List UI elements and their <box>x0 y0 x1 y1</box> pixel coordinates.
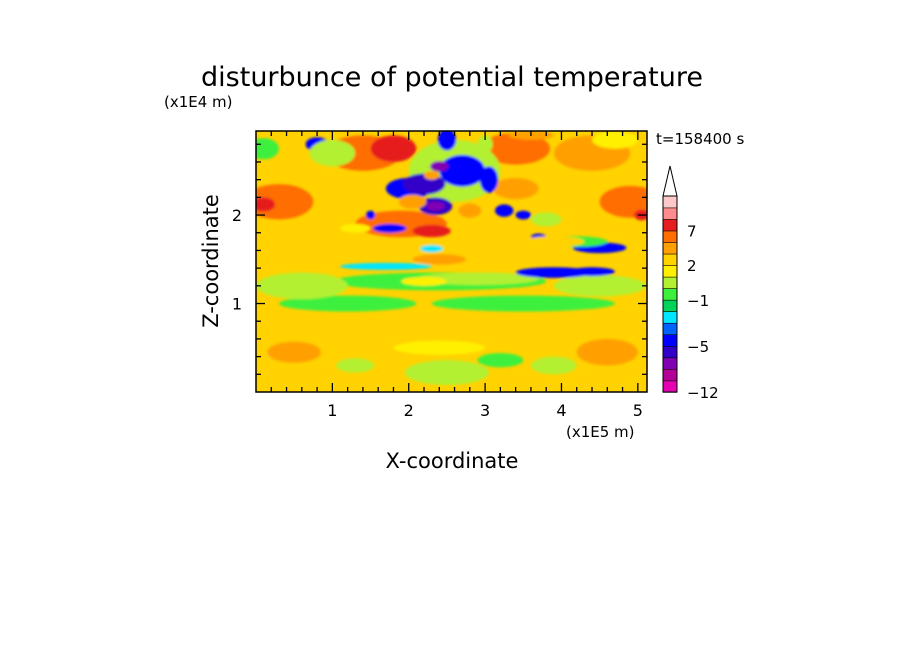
field-blob <box>370 135 417 162</box>
colorbar-segment <box>662 218 678 232</box>
x-axis-ticks: 1 2 3 4 5 <box>270 131 643 420</box>
field-blob <box>439 154 486 187</box>
time-label: t=158400 s <box>656 130 744 148</box>
y-axis-label: Z-coordinate <box>199 194 223 328</box>
x-unit-label: (x1E5 m) <box>566 423 635 441</box>
field-blob <box>256 272 348 300</box>
field-blob <box>365 210 376 220</box>
field-blob <box>340 223 371 233</box>
field-blob <box>530 356 577 375</box>
x-tick-label: 4 <box>556 401 566 420</box>
field-blob <box>479 166 499 193</box>
colorbar-segment <box>662 299 678 312</box>
field-blob <box>412 224 451 238</box>
colorbar-segment <box>662 357 678 370</box>
field-blob <box>393 340 486 355</box>
colorbar-segment <box>662 207 678 220</box>
x-tick-label: 2 <box>404 401 414 420</box>
field-blob <box>477 135 493 154</box>
y-tick-label: 2 <box>232 206 242 225</box>
field-blob <box>416 272 539 285</box>
field-blob <box>332 317 577 329</box>
colorbar: 7 2 −1 −5 −12 <box>662 165 719 402</box>
colorbar-segment <box>662 368 678 382</box>
field-blob <box>553 275 646 297</box>
colorbar-frame <box>662 195 678 393</box>
field-blob <box>431 295 615 312</box>
field-blob <box>576 338 638 366</box>
colorbar-label: 2 <box>687 257 697 275</box>
y-unit-label: (x1E4 m) <box>164 93 233 111</box>
colorbar-label: −5 <box>687 338 709 356</box>
colorbar-segment <box>662 276 678 289</box>
field-blob <box>398 194 427 209</box>
y-tick-label: 1 <box>232 295 242 314</box>
heatmap-field <box>256 131 647 392</box>
field-blob <box>523 236 585 247</box>
colorbar-segment <box>662 230 678 243</box>
colorbar-segment <box>662 253 678 266</box>
plot-frame <box>255 130 648 393</box>
field-blob <box>404 360 489 385</box>
colorbar-segment <box>662 380 678 393</box>
field-blob <box>437 131 457 151</box>
colorbar-label: 7 <box>687 223 697 241</box>
colorbar-label: −12 <box>687 384 719 402</box>
field-blob <box>256 197 276 212</box>
colorbar-segment <box>662 264 678 278</box>
x-axis-label: X-coordinate <box>386 449 519 473</box>
field-blob <box>402 173 446 195</box>
colorbar-segment <box>662 287 678 301</box>
colorbar-segment <box>662 322 678 336</box>
field-blob <box>424 170 440 180</box>
field-blob <box>372 223 407 233</box>
colorbar-segment <box>662 195 678 209</box>
field-blob <box>278 295 417 312</box>
field-blob <box>515 210 531 220</box>
colorbar-extend-arrow <box>662 165 678 197</box>
field-blob <box>340 262 432 270</box>
colorbar-label: −1 <box>687 292 709 310</box>
colorbar-segment <box>662 241 678 255</box>
field-blob <box>336 358 375 373</box>
field-blob <box>492 177 539 200</box>
field-blob <box>256 184 314 220</box>
field-blob <box>256 138 279 160</box>
x-tick-label: 1 <box>327 401 337 420</box>
field-blob <box>420 245 444 253</box>
field-blob <box>267 341 321 363</box>
field-blob <box>426 201 445 211</box>
field-blob <box>430 161 449 172</box>
chart-title: disturbunce of potential temperature <box>201 62 703 93</box>
field-blob <box>569 267 615 277</box>
field-blob <box>412 253 467 265</box>
field-blob <box>592 131 638 149</box>
field-blob <box>481 132 551 165</box>
field-blob <box>477 353 524 368</box>
field-blob <box>401 276 447 286</box>
y-axis-ticks: 12 <box>232 143 647 375</box>
colorbar-segment <box>662 345 678 359</box>
colorbar-segment <box>662 334 678 347</box>
field-blob <box>530 212 562 227</box>
x-tick-label: 3 <box>480 401 490 420</box>
field-blob <box>599 185 647 218</box>
field-blob <box>458 203 482 218</box>
field-blob <box>309 139 356 167</box>
x-tick-label: 5 <box>633 401 643 420</box>
field-blob <box>495 204 514 217</box>
colorbar-segment <box>662 310 678 324</box>
